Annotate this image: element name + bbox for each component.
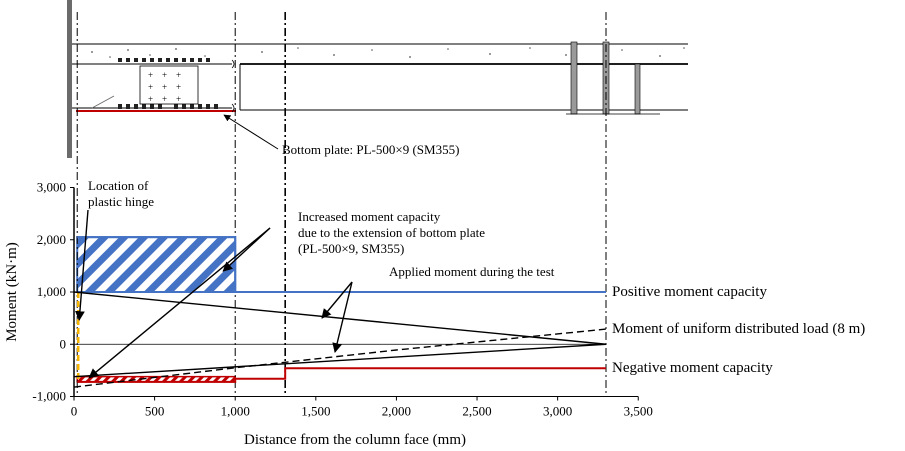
x-tick-label-1: 500 xyxy=(145,404,165,419)
annotation-arrow-2 xyxy=(88,227,271,379)
annotation-applied-moment: Applied moment during the test xyxy=(389,264,555,279)
moment-chart: 3,000 2,000 1,000 0 -1,000 0 500 1,000 1,500 2,00… xyxy=(4,12,865,448)
x-tick-label-7: 3,500 xyxy=(624,404,653,419)
series-line-1 xyxy=(77,367,606,383)
svg-text:+: + xyxy=(176,70,181,80)
series-line-2 xyxy=(73,291,607,345)
hatched-region-0 xyxy=(76,236,237,293)
load-stiffeners xyxy=(566,41,660,115)
flange-studs-top xyxy=(118,58,210,62)
annotation-arrow-0 xyxy=(75,209,89,321)
column-face xyxy=(67,0,72,158)
y-axis-label-group: Moment (kN·m) xyxy=(4,242,20,342)
x-tick-label-4: 2,000 xyxy=(382,404,411,419)
concrete-speckles xyxy=(91,47,685,58)
series-line-4 xyxy=(73,328,607,388)
svg-text:+: + xyxy=(162,70,167,80)
splice-bolts: + + + + + + + + + xyxy=(148,70,181,104)
x-tick-label-3: 1,500 xyxy=(301,404,330,419)
svg-text:+: + xyxy=(148,82,153,92)
y-tick-label-3: 0 xyxy=(60,336,67,351)
x-axis-label: Distance from the column face (mm) xyxy=(244,432,466,448)
svg-text:+: + xyxy=(148,94,153,104)
y-tick-label-1: 2,000 xyxy=(37,232,66,247)
annotation-positive-capacity: Positive moment capacity xyxy=(612,284,767,300)
bottom-plate-arrow xyxy=(223,114,279,150)
svg-text:+: + xyxy=(176,94,181,104)
annotation-uniform-load: Moment of uniform distributed load (8 m) xyxy=(612,321,865,337)
svg-text:+: + xyxy=(148,70,153,80)
annotation-plastic-hinge-line2: plastic hinge xyxy=(88,194,154,209)
annotation-arrow-4 xyxy=(332,281,353,353)
svg-text:+: + xyxy=(162,82,167,92)
y-axis-label: Moment (kN·m) xyxy=(4,242,20,342)
series-line-0 xyxy=(77,236,606,293)
annotation-increased-line1: Increased moment capacity xyxy=(298,209,441,224)
web-break xyxy=(231,59,235,113)
series-line-3 xyxy=(73,343,607,378)
annotation-increased-line2: due to the extension of bottom plate xyxy=(298,225,485,240)
x-tick-label-6: 3,000 xyxy=(543,404,572,419)
y-tick-label-0: 3,000 xyxy=(37,180,66,195)
annotation-increased-line3: (PL-500×9, SM355) xyxy=(298,241,404,256)
splice-plate xyxy=(139,65,199,105)
bottom-plate-label: Bottom plate: PL-500×9 (SM355) xyxy=(282,142,459,157)
annotation-negative-capacity: Negative moment capacity xyxy=(612,360,773,376)
annotation-plastic-hinge-line1: Location of xyxy=(88,178,149,193)
svg-text:+: + xyxy=(162,94,167,104)
beam-drawing: + + + + + + + + + Bottom plate: PL-500×9… xyxy=(67,0,688,158)
bottom-plate-leader xyxy=(91,95,115,109)
flange-bolts-bottom xyxy=(118,104,218,109)
x-tick-label-2: 1,000 xyxy=(221,404,250,419)
x-tick-label-5: 2,500 xyxy=(462,404,491,419)
y-tick-label-2: 1,000 xyxy=(37,284,66,299)
annotation-arrow-3 xyxy=(321,281,353,319)
y-tick-label-4: -1,000 xyxy=(32,389,66,404)
svg-text:+: + xyxy=(176,82,181,92)
x-tick-label-0: 0 xyxy=(71,404,78,419)
